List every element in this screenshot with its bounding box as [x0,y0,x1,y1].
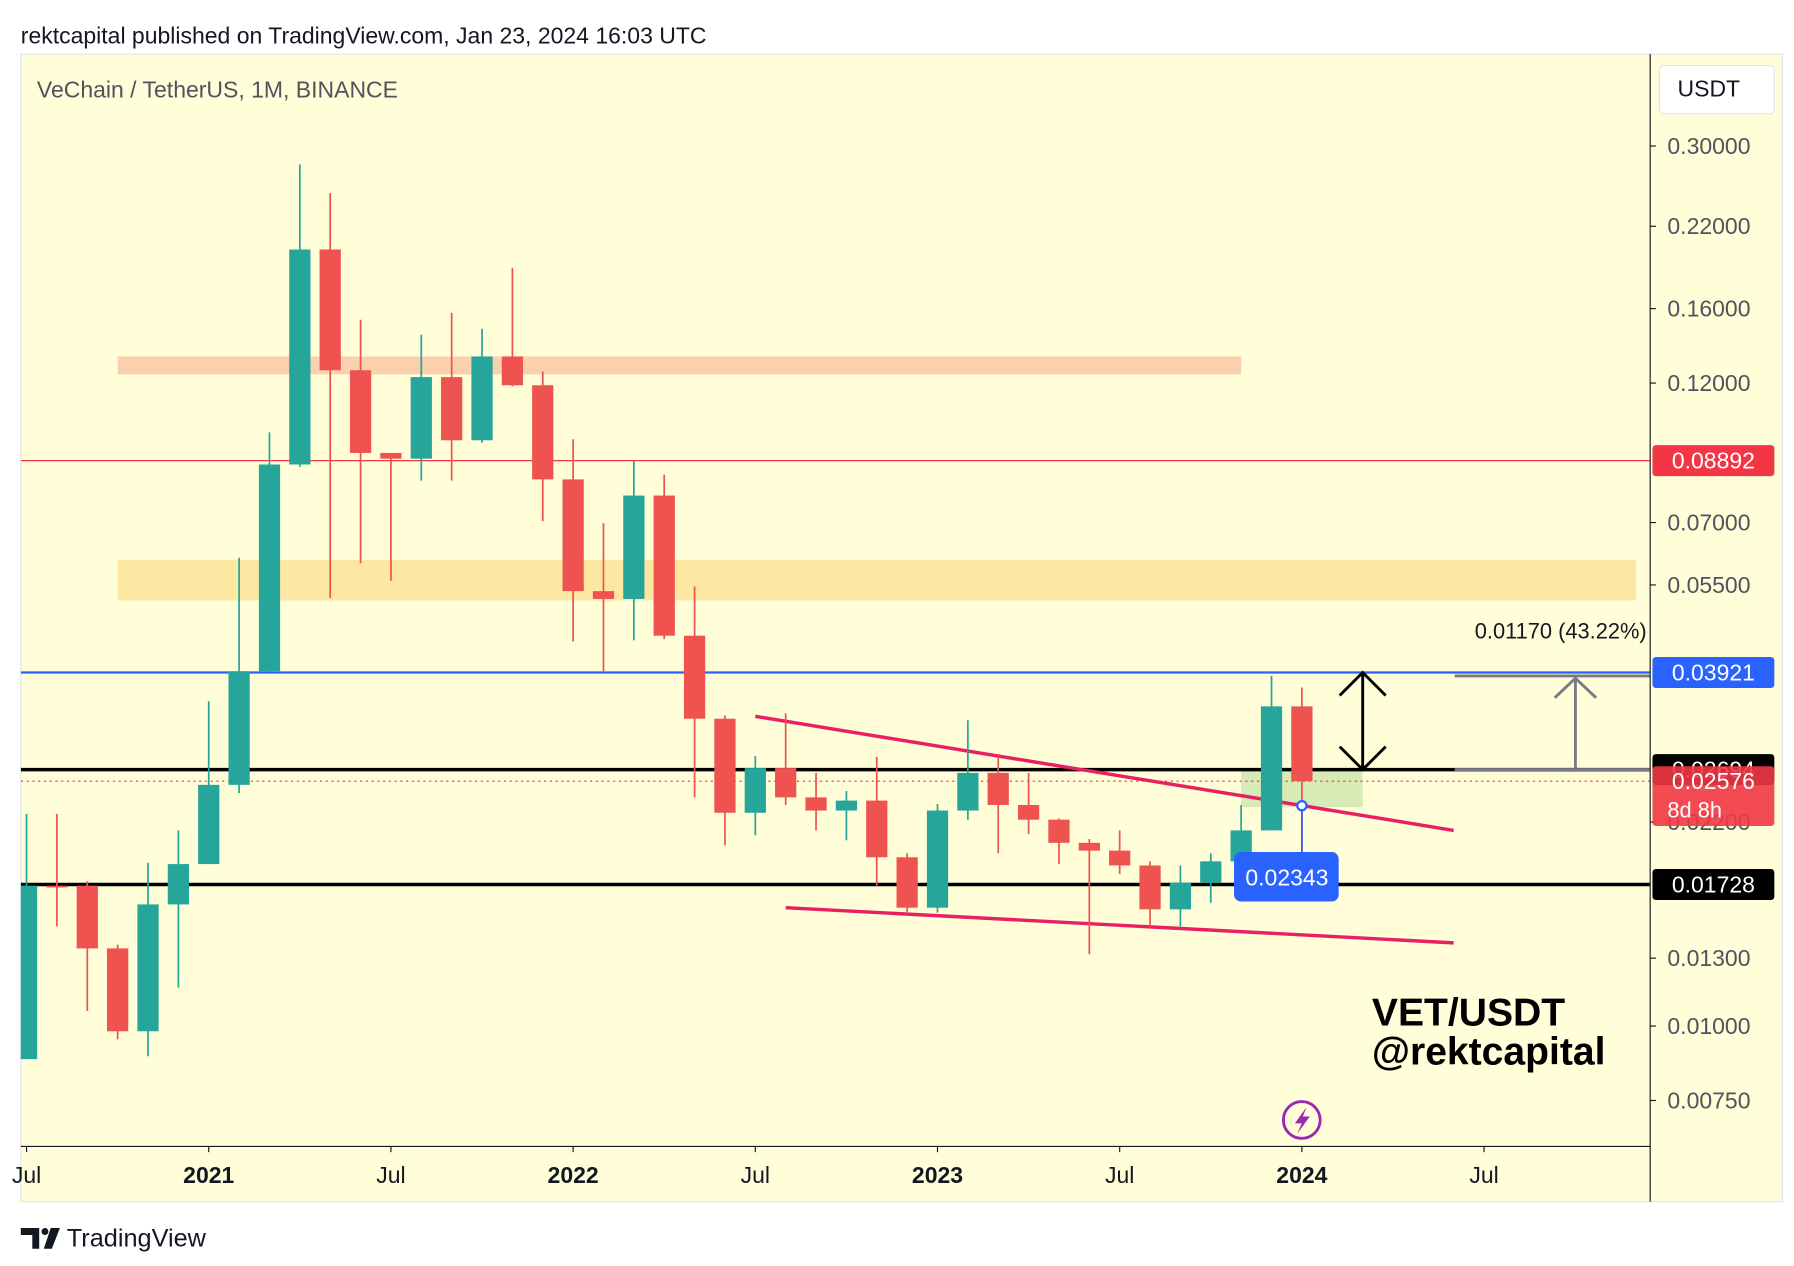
candle-body [926,810,949,908]
candle-body [957,772,979,811]
x-tick-label: Jul [1105,1162,1134,1188]
logo-mark [20,1228,40,1249]
candle-body [532,385,554,480]
candle-body [1169,882,1192,910]
candle-body [76,885,98,949]
candle-body [1078,842,1100,851]
price-box-label: 0.01728 [1672,872,1755,898]
marker-label: 0.02343 [1245,864,1328,890]
candle-body [683,635,706,719]
y-tick-label: 0.30000 [1667,133,1750,159]
candle-body [1260,706,1283,831]
candle-body [471,356,493,441]
candle-body [380,452,402,459]
currency-label[interactable]: USDT [1678,76,1741,102]
y-tick-label: 0.00750 [1667,1087,1750,1113]
footer-logo [20,1228,60,1249]
plot-area [20,164,1651,1060]
current-price-box [1652,766,1775,827]
candle-body [1017,804,1040,820]
price-box-label: 0.03921 [1672,660,1755,686]
candle-body [562,479,584,592]
x-tick-label: 2023 [912,1162,963,1188]
y-tick-label: 0.12000 [1667,370,1750,396]
candle-body [349,370,372,453]
x-tick-label: Jul [1469,1162,1498,1188]
candle-body [775,768,797,798]
candle-body [198,784,220,865]
candle-body [744,768,766,813]
candle-body [20,885,38,1060]
candle-body [258,464,281,672]
candle-body [1048,819,1070,843]
x-tick-label: Jul [376,1162,405,1188]
publish-header: rektcapital published on TradingView.com… [21,23,707,49]
y-tick-label: 0.01000 [1667,1013,1750,1039]
candle-body [623,495,645,599]
candle-body [866,800,888,858]
currency-button[interactable] [1658,64,1775,115]
candle-body [289,249,311,465]
annotation: VET/USDT [1372,992,1565,1035]
footer-brand: TradingView [67,1224,207,1252]
price-box [1652,656,1775,689]
current-price-label: 0.02576 [1672,768,1755,794]
price-box [1652,868,1775,901]
price-box [1652,445,1775,477]
candle-body [1200,861,1222,883]
lightning-icon[interactable] [1281,1100,1322,1140]
x-tick-label: 2021 [183,1162,234,1188]
logo-mark [43,1228,60,1249]
measure-label: 0.01170 (43.22%) [1475,619,1647,644]
candle-body [441,377,463,441]
candle-body [653,495,675,636]
candle-body [1139,865,1161,910]
chart-pane [20,53,1783,1203]
price-axis: 0.30000 0.22000 0.16000 0.12000 0.07000 0.055… [1650,133,1775,1113]
candle-body [501,356,524,386]
double-arrowhead [1338,670,1387,772]
y-tick-label: 0.01300 [1667,945,1750,971]
trendline [755,714,1454,833]
annotation: @rektcapital [1372,1031,1606,1074]
marker-dot [1296,799,1308,812]
candle-body [835,800,858,811]
icon-circle[interactable] [1281,1100,1322,1140]
marker-box [1234,852,1339,902]
candle-body [896,857,918,908]
logo-dot [41,1228,49,1235]
candle-body [592,591,615,599]
price-box-label: 0.08892 [1672,448,1755,474]
candle-body [714,718,736,813]
measure-arrowhead [1553,676,1598,699]
zone [117,559,1636,601]
candle-body [107,948,129,1032]
candle-body [1291,706,1313,782]
y-tick-label: 0.22000 [1667,213,1750,239]
x-tick-label: Jul [741,1162,770,1188]
x-tick-label: 2022 [548,1162,599,1188]
candle-body [137,904,159,1032]
x-tick-label: Jul [12,1162,41,1188]
trendline [785,905,1454,945]
candle-body [805,797,827,811]
candle-body [1109,850,1131,866]
candle-body [987,772,1009,805]
candle-body [410,377,432,459]
x-tick-label: 2024 [1276,1162,1327,1188]
y-tick-label: 0.16000 [1667,296,1750,322]
y-tick-label: 0.05500 [1667,572,1750,598]
zone [117,356,1242,375]
countdown-label: 8d 8h [1667,797,1722,822]
candle-body [167,864,190,905]
candle-body [228,671,250,785]
symbol-title: VeChain / TetherUS, 1M, BINANCE [37,77,398,103]
candle-body [319,249,341,371]
candle-body [46,885,68,888]
icon-bolt[interactable] [1294,1107,1310,1134]
y-tick-label: 0.07000 [1667,510,1750,536]
